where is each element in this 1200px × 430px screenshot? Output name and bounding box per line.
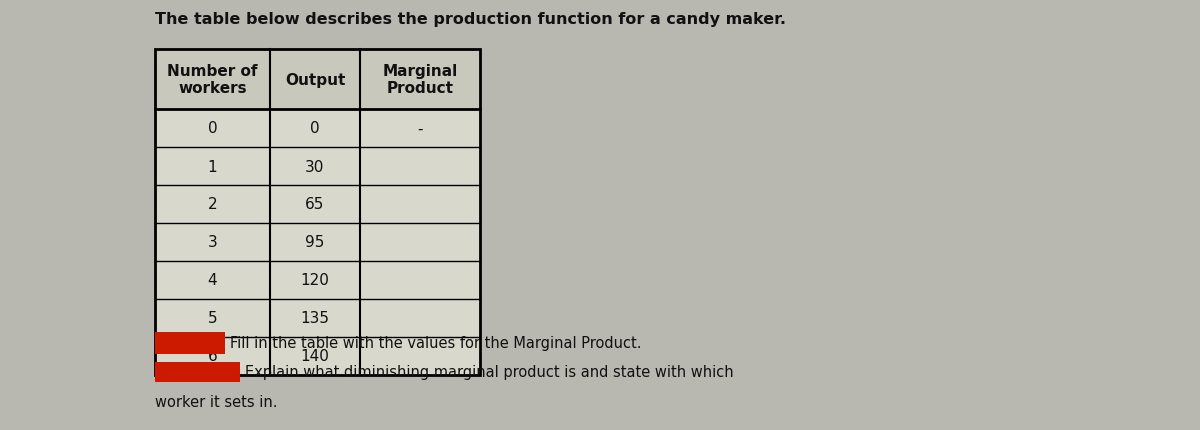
Text: 120: 120 xyxy=(300,273,330,288)
Text: 1: 1 xyxy=(208,159,217,174)
Bar xyxy=(155,362,240,382)
Text: Marginal
Product: Marginal Product xyxy=(383,64,457,96)
Text: -: - xyxy=(418,121,422,136)
Text: 2: 2 xyxy=(208,197,217,212)
Bar xyxy=(155,332,226,354)
Text: 5: 5 xyxy=(208,311,217,326)
Text: 135: 135 xyxy=(300,311,330,326)
Text: worker it sets in.: worker it sets in. xyxy=(155,395,277,409)
Text: 0: 0 xyxy=(310,121,320,136)
Text: Explain what diminishing marginal product is and state with which: Explain what diminishing marginal produc… xyxy=(245,365,733,380)
Text: 0: 0 xyxy=(208,121,217,136)
Text: Number of
workers: Number of workers xyxy=(167,64,258,96)
Text: Fill in the table with the values for the Marginal Product.: Fill in the table with the values for th… xyxy=(230,336,642,351)
Text: 65: 65 xyxy=(305,197,325,212)
Text: The table below describes the production function for a candy maker.: The table below describes the production… xyxy=(155,12,786,27)
Text: 3: 3 xyxy=(208,235,217,250)
Text: 6: 6 xyxy=(208,349,217,364)
Text: 95: 95 xyxy=(305,235,325,250)
Text: 30: 30 xyxy=(305,159,325,174)
Text: 140: 140 xyxy=(300,349,330,364)
Text: 4: 4 xyxy=(208,273,217,288)
Text: Output: Output xyxy=(284,72,346,87)
